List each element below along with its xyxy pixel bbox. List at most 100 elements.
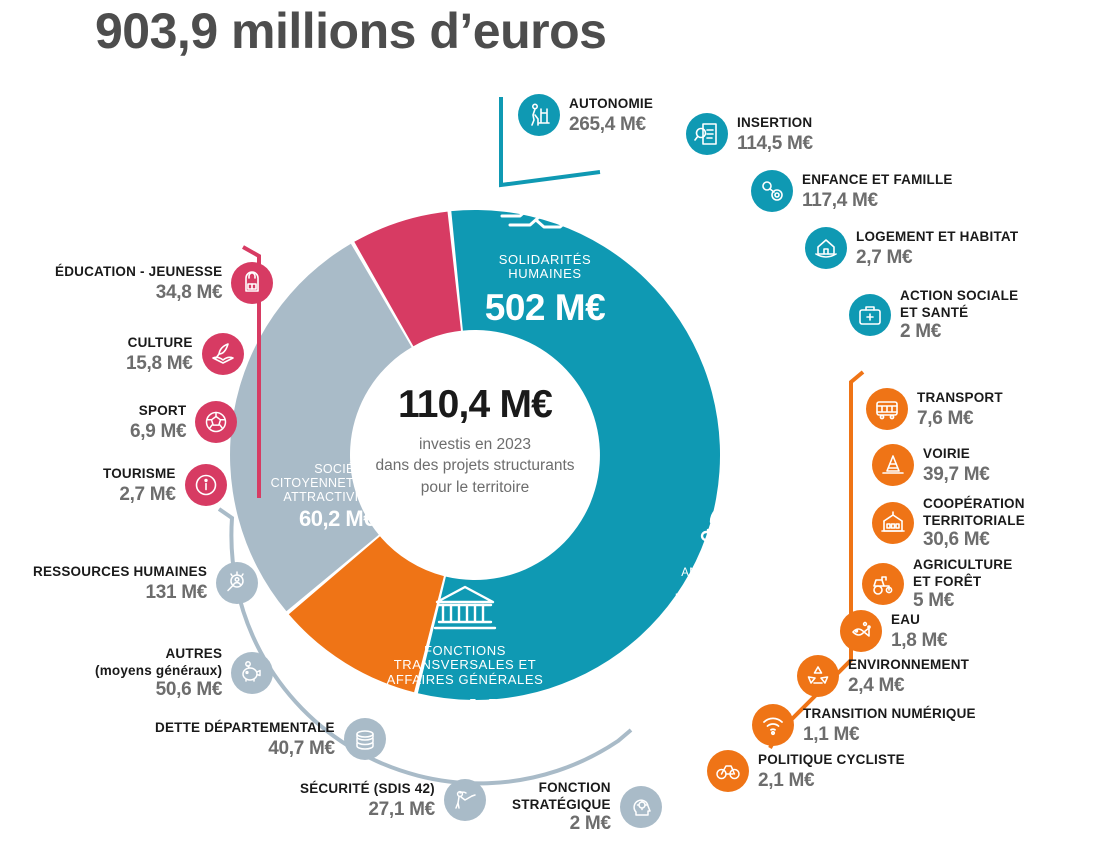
wedge-name-line3: DÉVELOPPEMENT xyxy=(674,592,782,605)
satellite-logement-habitat[interactable]: LOGEMENT ET HABITAT 2,7 M€ xyxy=(805,227,1018,269)
bicycle-icon xyxy=(707,750,749,792)
satellite-value: 40,7 M€ xyxy=(268,737,335,759)
house-in-hand-icon xyxy=(805,227,847,269)
wedge-label-societe: SOCIÉTÉ, CITOYENNETÉ & ATTRACTIVITÉ 60,2… xyxy=(245,462,435,532)
cv-magnifier-icon xyxy=(686,113,728,155)
satellite-name: RESSOURCES HUMAINES xyxy=(33,563,208,579)
satellite-securite-sdis[interactable]: SÉCURITÉ (SDIS 42) 27,1 M€ xyxy=(300,779,486,821)
satellite-insertion[interactable]: INSERTION 114,5 M€ xyxy=(686,113,813,155)
wedge-label-amenagement: AMÉNAGEMENT ET DÉVELOPPEMENT DU TERRITOI… xyxy=(652,500,804,645)
satellite-name-line2: STRATÉGIQUE xyxy=(512,796,611,812)
wedge-label-solidarites: SOLIDARITÉS HUMAINES 502 M€ xyxy=(395,192,695,328)
satellite-value: 50,6 M€ xyxy=(155,679,223,701)
page-title: 903,9 millions d’euros xyxy=(95,3,607,59)
satellite-value: 2,1 M€ xyxy=(758,769,815,791)
satellite-environnement[interactable]: ENVIRONNEMENT 2,4 M€ xyxy=(797,655,969,697)
satellite-value: 7,6 M€ xyxy=(917,407,974,429)
satellite-politique-cycliste[interactable]: POLITIQUE CYCLISTE 2,1 M€ xyxy=(707,750,905,792)
satellite-name: ENVIRONNEMENT xyxy=(848,656,970,672)
wedge-name-line4: DU TERRITOIRE xyxy=(681,605,775,618)
institution-icon xyxy=(340,583,590,638)
satellite-name: COOPÉRATION xyxy=(923,496,1025,511)
satellite-name: TRANSITION NUMÉRIQUE xyxy=(803,705,976,721)
tractor-icon xyxy=(862,562,904,605)
satellite-autonomie[interactable]: AUTONOMIE 265,4 M€ xyxy=(518,94,653,136)
satellite-sport[interactable]: SPORT 6,9 M€ xyxy=(130,401,238,443)
center-line-3: pour le territoire xyxy=(420,478,530,496)
satellite-transition-numerique[interactable]: TRANSITION NUMÉRIQUE 1,1 M€ xyxy=(752,704,976,746)
satellite-value: 1,8 M€ xyxy=(891,629,948,651)
town-hall-icon xyxy=(872,501,914,544)
wedge-name-line3: AFFAIRES GÉNÉRALES xyxy=(386,672,544,687)
satellite-value: 39,7 M€ xyxy=(923,463,990,485)
satellite-value: 114,5 M€ xyxy=(737,132,813,154)
satellite-name-line2: (moyens généraux) xyxy=(95,662,223,678)
satellite-value: 6,9 M€ xyxy=(130,420,187,442)
pacifier-icon xyxy=(751,170,793,212)
satellite-name: AUTRES xyxy=(165,646,223,661)
satellite-dette-departementale[interactable]: DETTE DÉPARTEMENTALE 40,7 M€ xyxy=(155,718,386,760)
wedge-name-line2: ET xyxy=(720,579,736,592)
satellite-name: EAU xyxy=(891,611,921,627)
information-icon xyxy=(184,464,227,506)
wedge-name-line1: SOLIDARITÉS xyxy=(498,251,592,267)
wedge-value-solidarites: 502 M€ xyxy=(484,287,606,328)
satellite-name: SÉCURITÉ (SDIS 42) xyxy=(300,780,435,796)
satellite-name: TOURISME xyxy=(103,465,176,481)
satellite-action-sociale[interactable]: ACTION SOCIALE ET SANTÉ 2 M€ xyxy=(849,287,1018,342)
backpack-icon xyxy=(231,262,274,304)
wedge-name-line1: SOCIÉTÉ, xyxy=(314,462,375,476)
satellite-name: DETTE DÉPARTEMENTALE xyxy=(155,719,335,735)
wedge-value-societe: 60,2 M€ xyxy=(299,506,376,531)
firefighter-icon xyxy=(443,779,486,821)
satellite-name-line2: TERRITORIALE xyxy=(923,512,1025,528)
center-callout: 110,4 M€ investis en 2023 dans des proje… xyxy=(352,383,598,498)
satellite-name: ACTION SOCIALE xyxy=(900,288,1019,303)
satellite-value: 2 M€ xyxy=(900,321,942,343)
satellite-value: 131 M€ xyxy=(145,581,208,603)
satellite-name: ÉDUCATION - JEUNESSE xyxy=(55,263,223,279)
satellite-value: 27,1 M€ xyxy=(368,798,435,820)
center-amount: 110,4 M€ xyxy=(397,383,553,426)
wedge-value-amenagement: 90,3 M€ xyxy=(691,621,765,645)
satellite-value: 34,8 M€ xyxy=(155,281,223,303)
traffic-cone-icon xyxy=(872,444,914,486)
fish-water-icon xyxy=(840,610,882,652)
hard-hat-icon xyxy=(652,500,804,561)
satellite-name: ENFANCE ET FAMILLE xyxy=(802,171,953,187)
satellite-agriculture-foret[interactable]: AGRICULTURE ET FORÊT 5 M€ xyxy=(862,556,1012,611)
satellite-ressources-humaines[interactable]: RESSOURCES HUMAINES 131 M€ xyxy=(33,562,259,604)
satellite-name: FONCTION xyxy=(538,780,611,795)
satellite-education-jeunesse[interactable]: ÉDUCATION - JEUNESSE 34,8 M€ xyxy=(55,262,274,304)
satellite-name: TRANSPORT xyxy=(917,389,1003,405)
satellite-autres[interactable]: AUTRES (moyens généraux) 50,6 M€ xyxy=(95,645,274,701)
wedge-name-line3: ATTRACTIVITÉ xyxy=(283,490,375,504)
satellite-tourisme[interactable]: TOURISME 2,7 M€ xyxy=(103,464,227,506)
satellite-name-line2: ET SANTÉ xyxy=(900,304,969,320)
satellite-eau[interactable]: EAU 1,8 M€ xyxy=(840,610,948,652)
center-line-1: investis en 2023 xyxy=(418,436,532,453)
wedge-label-fonctions: FONCTIONS TRANSVERSALES ET AFFAIRES GÉNÉ… xyxy=(340,583,590,730)
wedge-name-line2: TRANSVERSALES ET xyxy=(393,657,537,673)
satellite-name: AUTONOMIE xyxy=(569,95,654,111)
satellite-value: 2,7 M€ xyxy=(856,246,913,268)
people-magnifier-icon xyxy=(216,562,259,604)
satellite-enfance-famille[interactable]: ENFANCE ET FAMILLE 117,4 M€ xyxy=(751,170,953,212)
wedge-name-line2: CITOYENNETÉ & xyxy=(270,476,375,490)
satellite-transport[interactable]: TRANSPORT 7,6 M€ xyxy=(866,388,1003,430)
helping-hands-icon xyxy=(395,192,695,247)
satellite-culture[interactable]: CULTURE 15,8 M€ xyxy=(126,333,244,375)
coins-stack-icon xyxy=(343,718,386,760)
satellite-value: 15,8 M€ xyxy=(126,352,193,374)
satellite-cooperation-territoriale[interactable]: COOPÉRATION TERRITORIALE 30,6 M€ xyxy=(872,495,1025,550)
satellite-fonction-strategique[interactable]: FONCTION STRATÉGIQUE 2 M€ xyxy=(512,779,662,834)
piggy-bank-icon xyxy=(231,651,274,694)
walker-person-icon xyxy=(518,94,560,136)
wedge-value-fonctions: 251,4 M€ xyxy=(398,691,532,729)
wifi-icon xyxy=(752,704,794,746)
satellite-name: AGRICULTURE xyxy=(913,557,1013,572)
satellite-value: 2 M€ xyxy=(569,813,611,835)
satellite-voirie[interactable]: VOIRIE 39,7 M€ xyxy=(872,444,990,486)
satellite-name: POLITIQUE CYCLISTE xyxy=(758,751,905,767)
recycle-icon xyxy=(797,655,839,697)
